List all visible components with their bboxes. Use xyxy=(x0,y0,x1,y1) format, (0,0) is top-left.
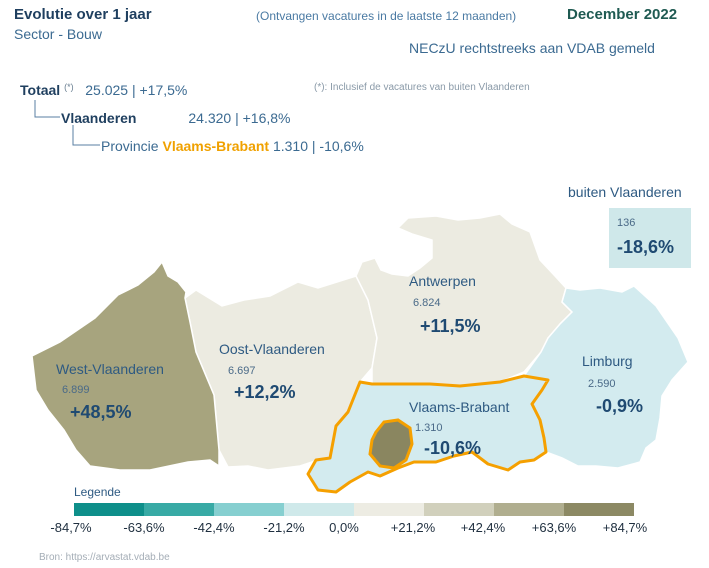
legend-swatch xyxy=(494,503,564,516)
count-antwerpen: 6.824 xyxy=(413,297,441,309)
legend-swatch xyxy=(564,503,634,516)
outside-count: 136 xyxy=(617,217,636,229)
flanders-row: Vlaanderen 24.320 | +16,8% xyxy=(61,110,290,126)
total-row: Totaal (*) 25.025 | +17,5% xyxy=(20,82,187,98)
total-label: Totaal xyxy=(20,82,61,98)
legend-swatch xyxy=(214,503,284,516)
outside-box xyxy=(609,208,691,268)
legend-tick: +21,2% xyxy=(390,520,436,535)
label-antwerpen: Antwerpen xyxy=(409,273,476,289)
province-value: 1.310 | -10,6% xyxy=(272,138,364,154)
region-brussels[interactable] xyxy=(368,418,414,470)
pct-west-vlaanderen: +48,5% xyxy=(70,402,132,422)
period-note: (Ontvangen vacatures in de laatste 12 ma… xyxy=(256,9,517,23)
pct-limburg: -0,9% xyxy=(596,396,644,416)
outside-label: buiten Vlaanderen xyxy=(568,184,682,200)
legend-swatch xyxy=(424,503,494,516)
pct-vlaams-brabant: -10,6% xyxy=(424,438,482,458)
outside-pct: -18,6% xyxy=(617,237,675,257)
legend-swatch xyxy=(354,503,424,516)
vlaams-brabant-highlight-outline xyxy=(306,374,550,494)
province-prefix: Provincie xyxy=(101,138,159,154)
flanders-value: 24.320 | +16,8% xyxy=(188,110,291,126)
source-credit: Bron: https://arvastat.vdab.be xyxy=(39,552,170,563)
legend-tick: +42,4% xyxy=(460,520,506,535)
legend-tick: -21,2% xyxy=(263,520,305,535)
legend-tick: -63,6% xyxy=(123,520,165,535)
count-oost-vlaanderen: 6.697 xyxy=(228,365,256,377)
label-limburg: Limburg xyxy=(582,353,633,369)
legend-tick: -42,4% xyxy=(193,520,235,535)
legend-title: Legende xyxy=(74,485,121,499)
hierarchy-connectors xyxy=(34,100,100,146)
chart-title: Evolutie over 1 jaar xyxy=(14,6,152,23)
legend-swatch xyxy=(144,503,214,516)
footnote: (*): Inclusief de vacatures van buiten V… xyxy=(314,82,530,93)
province-row: Provincie Vlaams-Brabant 1.310 | -10,6% xyxy=(101,138,364,154)
legend-tick: +84,7% xyxy=(602,520,648,535)
chart-subtitle: Sector - Bouw xyxy=(14,26,102,42)
label-oost-vlaanderen: Oost-Vlaanderen xyxy=(219,341,325,357)
legend-tick: -84,7% xyxy=(50,520,92,535)
flanders-label: Vlaanderen xyxy=(61,110,137,126)
legend-color-scale xyxy=(74,503,634,516)
region-limburg[interactable] xyxy=(522,285,689,469)
total-marker: (*) xyxy=(64,82,74,92)
label-vlaams-brabant: Vlaams-Brabant xyxy=(409,399,510,415)
legend-tick: 0,0% xyxy=(329,520,359,535)
province-name: Vlaams-Brabant xyxy=(162,138,270,154)
source-label: NECzU rechtstreeks aan VDAB gemeld xyxy=(409,40,655,56)
count-vlaams-brabant: 1.310 xyxy=(415,422,443,434)
count-west-vlaanderen: 6.899 xyxy=(62,384,90,396)
total-value: 25.025 | +17,5% xyxy=(85,82,188,98)
legend-swatch xyxy=(284,503,354,516)
legend-swatch xyxy=(74,503,144,516)
report-date: December 2022 xyxy=(567,6,678,23)
legend-tick: +63,6% xyxy=(531,520,577,535)
count-limburg: 2.590 xyxy=(588,378,616,390)
label-west-vlaanderen: West-Vlaanderen xyxy=(56,361,164,377)
pct-oost-vlaanderen: +12,2% xyxy=(234,382,296,402)
region-west-vlaanderen[interactable] xyxy=(31,260,220,471)
pct-antwerpen: +11,5% xyxy=(420,316,481,336)
